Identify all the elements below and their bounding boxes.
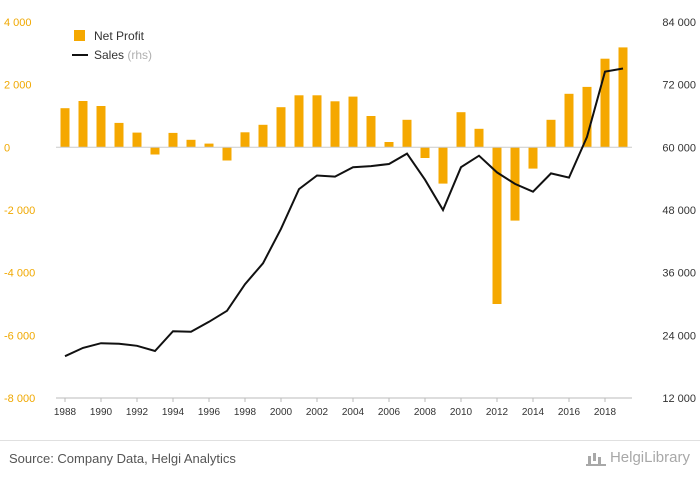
- x-tick-label: 2016: [558, 407, 581, 418]
- sales-line: [64, 67, 624, 358]
- legend: Net Profit Sales (rhs): [72, 29, 152, 62]
- legend-net-profit-swatch: [74, 30, 85, 41]
- net-profit-bar: [60, 108, 70, 148]
- net-profit-bar: [330, 101, 340, 148]
- left-tick-label: 4 000: [4, 17, 32, 29]
- net-profit-bar: [618, 47, 628, 148]
- left-tick-label: -6 000: [4, 330, 35, 342]
- x-tick-label: 1998: [234, 407, 257, 418]
- x-tick-label: 2006: [378, 407, 401, 418]
- footer-divider: [0, 440, 700, 441]
- net-profit-bar: [240, 132, 250, 148]
- net-profit-bar: [294, 95, 304, 148]
- x-tick-label: 2010: [450, 407, 473, 418]
- right-axis-ticks: 12 000 24 000 36 000 48 000 60 000 72 000 84 0…: [662, 17, 696, 405]
- logo-text: HelgiLibrary: [609, 449, 690, 466]
- x-tick-label: 2018: [594, 407, 617, 418]
- x-tick-label: 1988: [54, 407, 77, 418]
- net-profit-bar: [258, 124, 268, 148]
- helgi-library-logo: HelgiLibrary: [585, 449, 690, 466]
- net-profit-bar: [150, 147, 160, 155]
- x-tick-label: 1990: [90, 407, 113, 418]
- x-tick-label: 1996: [198, 407, 221, 418]
- net-profit-bar: [132, 132, 142, 148]
- net-profit-bar: [114, 122, 124, 148]
- source-text: Source: Company Data, Helgi Analytics: [9, 451, 236, 466]
- legend-net-profit-label: Net Profit: [94, 29, 145, 43]
- net-profit-bar: [402, 119, 412, 148]
- x-tick-label: 1992: [126, 407, 149, 418]
- x-tick-label: 2002: [306, 407, 329, 418]
- net-profit-bar: [492, 147, 502, 304]
- net-profit-bar: [204, 143, 214, 148]
- left-tick-label: -2 000: [4, 205, 35, 217]
- net-profit-bar: [564, 93, 574, 148]
- x-tick-label: 2012: [486, 407, 509, 418]
- legend-sales-label: Sales (rhs): [94, 48, 152, 62]
- net-profit-bar: [312, 95, 322, 148]
- net-profit-bar: [474, 128, 484, 148]
- net-profit-bar: [582, 86, 592, 148]
- left-tick-label: -4 000: [4, 268, 35, 280]
- net-profit-bar: [456, 112, 466, 148]
- left-tick-label: 0: [4, 142, 10, 154]
- x-tick-label: 2008: [414, 407, 437, 418]
- right-tick-label: 72 000: [662, 80, 696, 92]
- left-tick-label: -8 000: [4, 393, 35, 405]
- right-tick-label: 12 000: [662, 393, 696, 405]
- chart: -8 000 -6 000 -4 000 -2 000 0 2 000 4 000 12 0…: [4, 17, 696, 418]
- right-tick-label: 24 000: [662, 330, 696, 342]
- x-tick-label: 2004: [342, 407, 365, 418]
- right-tick-label: 60 000: [662, 142, 696, 154]
- left-tick-label: 2 000: [4, 80, 32, 92]
- left-axis-ticks: -8 000 -6 000 -4 000 -2 000 0 2 000 4 000: [4, 17, 35, 405]
- net-profit-bar: [600, 58, 610, 148]
- net-profit-bar: [438, 147, 448, 184]
- net-profit-bars: [60, 47, 628, 304]
- x-tick-label: 2000: [270, 407, 293, 418]
- net-profit-bar: [186, 139, 196, 148]
- legend-sales-note: (rhs): [127, 48, 152, 62]
- right-tick-label: 84 000: [662, 17, 696, 29]
- net-profit-bar: [348, 96, 358, 148]
- net-profit-bar: [96, 106, 106, 148]
- net-profit-bar: [222, 147, 232, 161]
- x-axis-ticks: 1988 1990 1992 1994 1996 1998 2000 2002 2004 2006…: [54, 398, 617, 418]
- x-tick-label: 2014: [522, 407, 545, 418]
- x-tick-label: 1994: [162, 407, 185, 418]
- net-profit-bar: [528, 147, 538, 169]
- right-tick-label: 36 000: [662, 268, 696, 280]
- library-icon: [585, 450, 606, 466]
- net-profit-bar: [78, 101, 88, 148]
- net-profit-bar: [546, 119, 556, 148]
- net-profit-bar: [384, 142, 394, 148]
- net-profit-bar: [366, 116, 376, 148]
- net-profit-bar: [168, 132, 178, 148]
- right-tick-label: 48 000: [662, 205, 696, 217]
- net-profit-bar: [420, 147, 430, 158]
- legend-sales-name: Sales: [94, 48, 124, 62]
- net-profit-bar: [276, 107, 286, 148]
